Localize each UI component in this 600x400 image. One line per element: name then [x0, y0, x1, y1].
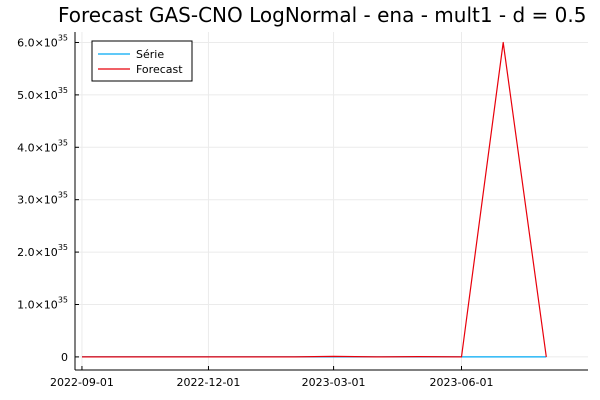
x-tick-label: 2022-09-01 [50, 376, 114, 389]
y-tick-label: 6.0×1035 [17, 33, 68, 49]
y-tick-label: 1.0×1035 [17, 295, 68, 311]
legend-label-forecast: Forecast [136, 63, 183, 76]
chart-title: Forecast GAS-CNO LogNormal - ena - mult1… [58, 3, 586, 27]
y-tick-label: 5.0×1035 [17, 86, 68, 102]
legend-label-serie: Série [136, 48, 164, 61]
x-tick-label: 2023-03-01 [302, 376, 366, 389]
x-tick-label: 2023-06-01 [430, 376, 494, 389]
axes [74, 32, 588, 371]
grid-lines [75, 32, 588, 370]
y-tick-label: 3.0×1035 [17, 191, 68, 207]
series-lines [82, 41, 547, 358]
legend-box [91, 40, 193, 82]
y-tick-label: 0 [61, 351, 68, 364]
tick-labels: 0 1.0×1035 2.0×1035 3.0×1035 4.0×1035 5.0×103… [17, 33, 493, 389]
legend: Série Forecast [91, 40, 193, 82]
y-tick-label: 2.0×1035 [17, 243, 68, 259]
x-tick-label: 2022-12-01 [176, 376, 240, 389]
series-line-forecast [82, 41, 547, 358]
y-tick-label: 4.0×1035 [17, 138, 68, 154]
